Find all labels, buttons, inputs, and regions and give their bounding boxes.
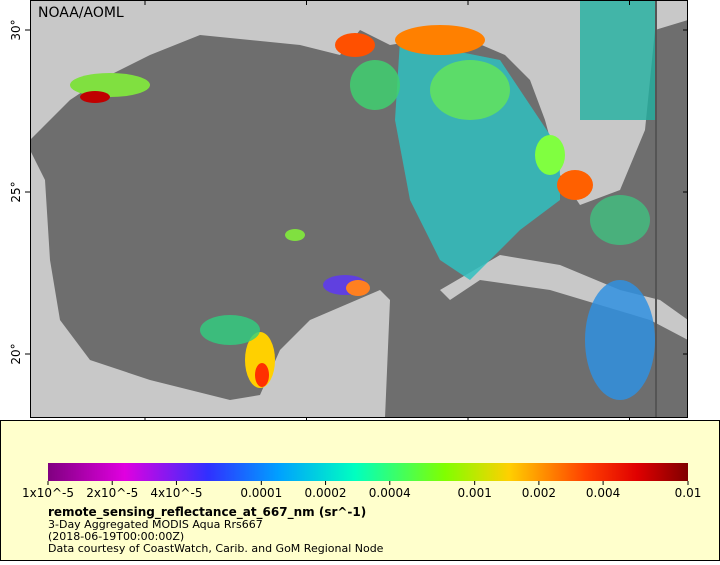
lat-label: 25° bbox=[9, 181, 23, 202]
reflectance-patch bbox=[580, 0, 657, 120]
land-mexico bbox=[30, 150, 390, 418]
legend-box bbox=[0, 420, 720, 561]
colorbar-label: 0.0001 bbox=[240, 486, 282, 500]
colorbar-label: 1x10^-5 bbox=[22, 486, 74, 500]
colorbar-ticks: 1x10^-5 2x10^-5 4x10^-5 0.0001 0.0002 0.0004 0… bbox=[22, 481, 701, 500]
colorbar-label: 0.001 bbox=[457, 486, 491, 500]
credit: NOAA/AOML bbox=[38, 5, 124, 21]
reflectance-patch bbox=[335, 33, 375, 57]
reflectance-patch bbox=[346, 280, 370, 296]
reflectance-patch bbox=[395, 25, 485, 55]
colorbar-label: 4x10^-5 bbox=[150, 486, 202, 500]
reflectance-patch bbox=[350, 60, 400, 110]
swath-edge bbox=[655, 0, 657, 418]
colorbar-label: 0.01 bbox=[675, 486, 702, 500]
colorbar-label: 0.002 bbox=[522, 486, 556, 500]
reflectance-patch bbox=[200, 315, 260, 345]
land-cuba bbox=[440, 255, 688, 340]
reflectance-patch bbox=[430, 60, 510, 120]
colorbar-label: 0.0004 bbox=[369, 486, 411, 500]
colorbar-label: 2x10^-5 bbox=[86, 486, 138, 500]
legend-line: 3-Day Aggregated MODIS Aqua Rrs667 bbox=[48, 518, 263, 531]
map-frame bbox=[30, 0, 688, 418]
reflectance-patch bbox=[557, 170, 593, 200]
reflectance-patch bbox=[255, 363, 269, 387]
reflectance-patch bbox=[585, 280, 655, 400]
map bbox=[30, 0, 688, 418]
reflectance-patch bbox=[535, 135, 565, 175]
reflectance-patch bbox=[80, 91, 110, 103]
reflectance-patch bbox=[590, 195, 650, 245]
legend-line: (2018-06-19T00:00:00Z) bbox=[48, 530, 184, 543]
lat-label: 30° bbox=[9, 19, 23, 40]
lat-label: 20° bbox=[9, 343, 23, 364]
land-usa bbox=[30, 0, 688, 205]
legend-line: Data courtesy of CoastWatch, Carib. and … bbox=[48, 542, 384, 555]
reflectance-patch bbox=[285, 229, 305, 241]
colorbar-label: 0.004 bbox=[586, 486, 620, 500]
reflectance-patch bbox=[70, 73, 150, 97]
legend-variable: remote_sensing_reflectance_at_667_nm (sr… bbox=[48, 505, 366, 520]
colorbar-label: 0.0002 bbox=[305, 486, 347, 500]
colorbar bbox=[48, 463, 688, 481]
